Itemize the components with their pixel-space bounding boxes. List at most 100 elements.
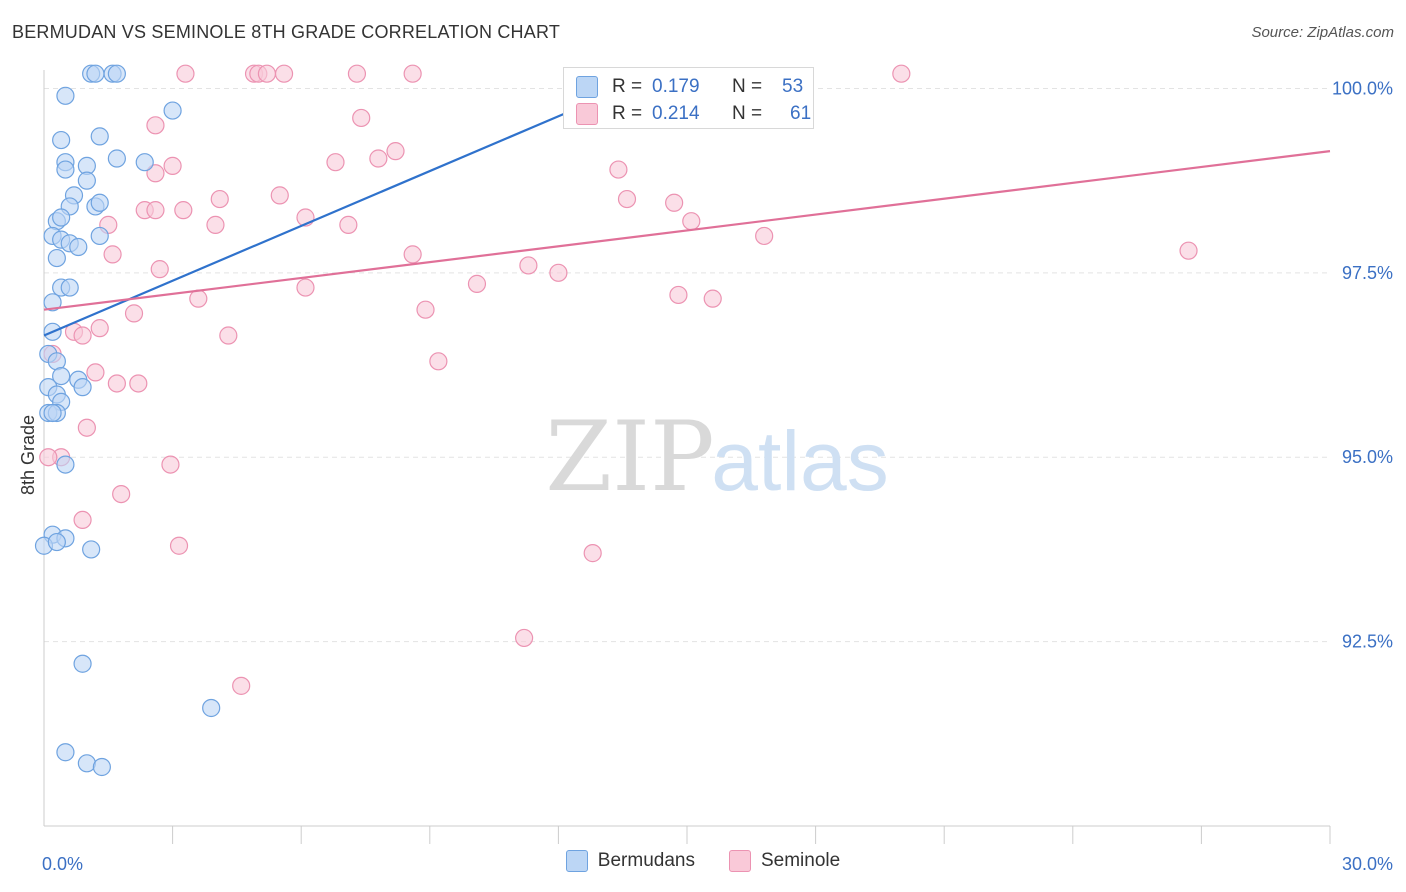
- y-tick-label: 92.5%: [1342, 632, 1393, 652]
- seminole-r-value: 0.214: [652, 103, 700, 124]
- seminole-point: [129, 374, 148, 393]
- seminole-n-value: 61: [790, 103, 812, 124]
- seminole-point: [146, 116, 165, 135]
- n-label: N =: [732, 103, 763, 124]
- bermudans-n-value: 53: [782, 76, 804, 97]
- bermudans-point: [90, 226, 109, 246]
- legend-item-seminole[interactable]: Seminole: [728, 850, 841, 872]
- bermudans-point: [56, 455, 75, 474]
- series-legend: Bermudans Seminole: [0, 850, 1406, 872]
- seminole-point: [403, 245, 422, 264]
- bermudans-point: [43, 293, 62, 312]
- bermudans-point: [92, 757, 111, 777]
- stats-row-bermudans: R = 0.179 N = 53: [576, 74, 803, 100]
- seminole-point: [107, 374, 126, 393]
- seminole-point: [146, 164, 165, 183]
- seminole-point: [103, 245, 122, 264]
- seminole-point: [90, 319, 109, 338]
- seminole-point: [429, 352, 448, 371]
- bermudans-point: [47, 248, 66, 268]
- seminole-point: [665, 193, 684, 212]
- seminole-point: [703, 289, 722, 308]
- seminole-point: [352, 108, 371, 128]
- watermark-atlas: atlas: [711, 414, 888, 508]
- bermudans-point: [90, 193, 109, 212]
- seminole-point: [77, 418, 96, 437]
- seminole-point: [347, 64, 367, 83]
- seminole-point: [73, 326, 92, 345]
- bermudans-point: [107, 64, 126, 83]
- bermudans-trend-line: [43, 93, 611, 337]
- seminole-trend-line: [43, 150, 1331, 311]
- seminole-point: [169, 536, 189, 555]
- seminole-point: [669, 285, 688, 305]
- grid-layer: [44, 87, 1330, 643]
- seminole-point: [609, 160, 628, 179]
- seminole-point: [73, 510, 92, 530]
- bermudans-point: [77, 754, 96, 773]
- bermudans-point: [47, 532, 66, 552]
- seminole-point: [549, 263, 568, 282]
- y-axis-label: 8th Grade: [18, 415, 38, 495]
- seminole-point: [892, 64, 911, 83]
- axis-layer: 92.5% 95.0% 97.5% 100.0% 0.0% 30.0%: [42, 70, 1393, 874]
- seminole-point: [150, 260, 169, 279]
- seminole-point: [326, 153, 345, 172]
- bermudans-point: [52, 208, 71, 227]
- seminole-point: [257, 64, 277, 83]
- seminole-point: [403, 64, 422, 83]
- bermudans-point: [82, 540, 101, 559]
- seminole-point: [467, 274, 487, 293]
- watermark-zip: ZIP: [545, 401, 714, 513]
- bermudans-swatch: [576, 76, 598, 98]
- chart-title: BERMUDAN VS SEMINOLE 8TH GRADE CORRELATI…: [12, 22, 561, 42]
- legend-swatch-seminole: [728, 850, 751, 872]
- seminole-point: [583, 544, 602, 563]
- seminole-point: [270, 186, 289, 205]
- bermudans-point: [60, 278, 79, 297]
- legend-label-seminole: Seminole: [760, 850, 841, 871]
- bermudans-point: [43, 403, 62, 423]
- legend-item-bermudans[interactable]: Bermudans: [565, 850, 695, 872]
- bermudans-point: [52, 366, 71, 386]
- bermudans-point: [163, 101, 182, 120]
- bermudans-point: [77, 171, 96, 190]
- seminole-point: [617, 189, 637, 209]
- r-label: R =: [612, 76, 643, 97]
- seminole-point: [219, 326, 238, 345]
- bermudans-point: [52, 130, 71, 150]
- x-tick-label: 30.0%: [1342, 854, 1393, 874]
- seminole-point: [163, 156, 182, 175]
- legend-label-bermudans: Bermudans: [597, 850, 695, 871]
- x-tick-label: 0.0%: [42, 854, 83, 874]
- bermudans-points: [34, 64, 619, 777]
- bermudans-point: [135, 153, 154, 172]
- seminole-point: [189, 289, 208, 308]
- stats-row-seminole: R = 0.214 N = 61: [576, 101, 811, 127]
- seminole-point: [176, 64, 195, 83]
- seminole-point: [174, 201, 193, 220]
- seminole-point: [39, 448, 58, 467]
- bermudans-point: [86, 64, 105, 83]
- bermudans-point: [202, 698, 221, 718]
- bermudans-point: [56, 743, 75, 762]
- bermudans-point: [56, 160, 75, 179]
- seminole-point: [146, 201, 165, 220]
- r-label: R =: [612, 103, 643, 124]
- bermudans-point: [56, 86, 75, 105]
- bermudans-point: [73, 654, 92, 673]
- seminole-points: [39, 64, 1198, 695]
- seminole-point: [210, 189, 229, 209]
- source-credit: Source: ZipAtlas.com: [1251, 24, 1394, 41]
- seminole-point: [206, 215, 225, 234]
- stats-legend: R = 0.179 N = 53 R = 0.214 N = 61: [563, 67, 814, 129]
- y-tick-label: 97.5%: [1342, 263, 1393, 283]
- seminole-point: [416, 300, 435, 319]
- y-tick-label: 100.0%: [1332, 78, 1393, 98]
- seminole-point: [515, 628, 534, 648]
- seminole-point: [682, 212, 701, 231]
- seminole-point: [124, 304, 144, 323]
- seminole-point: [1179, 241, 1198, 260]
- seminole-point: [339, 215, 358, 234]
